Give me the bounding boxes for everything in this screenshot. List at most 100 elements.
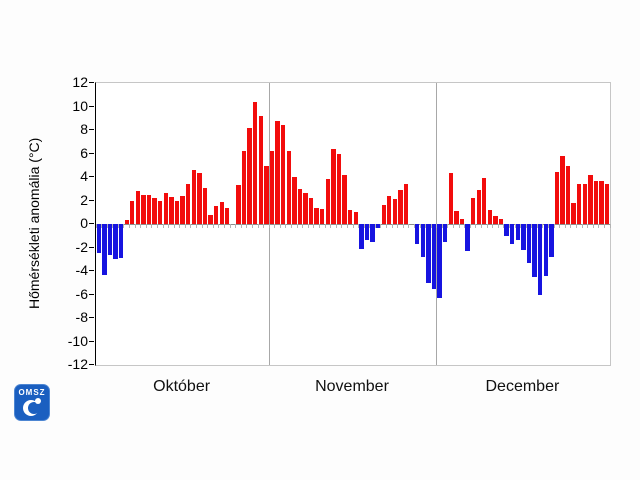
day-tick [447, 224, 449, 228]
bar-day-42 [325, 179, 331, 224]
day-tick [251, 224, 253, 228]
day-tick [369, 224, 371, 228]
bar-day-4 [113, 224, 118, 260]
day-tick [548, 224, 550, 228]
y-axis-tick-mark [89, 364, 94, 365]
day-tick [402, 224, 404, 228]
y-axis-title: Hőmérsékleti anomália (°C) [26, 137, 42, 309]
y-axis-tick-mark [89, 317, 94, 318]
day-tick [117, 224, 119, 228]
bar-day-65 [454, 211, 459, 224]
day-tick [218, 224, 220, 228]
bar-day-58 [415, 224, 420, 244]
day-tick [386, 224, 388, 228]
day-tick [559, 224, 561, 228]
day-tick [279, 224, 281, 228]
bar-day-79 [532, 224, 537, 277]
day-tick [335, 224, 337, 228]
y-axis-tick-mark [89, 293, 94, 295]
y-axis-tick-label: -2 [75, 238, 88, 255]
day-tick [207, 224, 209, 228]
bar-day-73 [498, 219, 504, 224]
omsz-logo: OMSZ [14, 384, 50, 421]
day-tick [363, 224, 365, 228]
omsz-cloud-swirl-icon [23, 398, 43, 418]
y-axis-tick-label: -12 [67, 356, 88, 372]
bar-day-90 [593, 180, 599, 224]
day-tick [246, 224, 248, 228]
bar-day-34 [280, 125, 286, 224]
bar-day-10 [146, 194, 152, 224]
bar-day-17 [185, 184, 191, 224]
y-axis-tick-label: -4 [75, 262, 88, 278]
day-tick [106, 224, 108, 228]
bar-day-19 [197, 173, 202, 224]
y-axis-tick-label: 12 [72, 74, 88, 90]
day-tick [257, 224, 259, 228]
day-tick [263, 224, 265, 228]
bar-day-15 [174, 200, 180, 224]
bar-day-36 [292, 177, 297, 224]
bar-day-81 [543, 224, 548, 276]
day-tick [436, 224, 438, 228]
bar-day-83 [554, 172, 560, 224]
day-tick [291, 224, 293, 228]
day-tick [285, 224, 287, 228]
bar-day-41 [320, 208, 325, 224]
day-tick [587, 224, 589, 228]
day-tick [520, 224, 522, 228]
bar-day-56 [403, 184, 409, 224]
bar-day-30 [258, 115, 263, 224]
day-tick [486, 224, 488, 228]
bar-day-78 [526, 224, 532, 263]
y-axis-tick-label: -6 [75, 285, 88, 302]
day-tick [425, 224, 427, 228]
bar-day-20 [202, 187, 208, 224]
bar-day-52 [381, 205, 386, 224]
bar-day-18 [191, 169, 196, 224]
bar-day-85 [565, 166, 571, 224]
bar-day-29 [253, 101, 258, 224]
day-tick [324, 224, 326, 228]
day-tick [318, 224, 320, 228]
bar-day-24 [225, 207, 230, 224]
y-axis-tick-mark [89, 152, 94, 154]
day-tick [380, 224, 382, 228]
y-axis-tick-mark [89, 199, 94, 201]
day-tick [184, 224, 186, 228]
bar-day-44 [336, 153, 342, 224]
bar-day-92 [605, 184, 610, 224]
day-tick [95, 224, 97, 228]
day-tick [123, 224, 125, 228]
bar-day-49 [364, 224, 370, 241]
day-tick [609, 224, 611, 228]
y-axis-tick-mark [89, 270, 94, 271]
day-tick [419, 224, 421, 228]
day-tick [229, 224, 231, 228]
bar-day-5 [118, 224, 124, 259]
day-tick [603, 224, 605, 228]
day-tick [508, 224, 510, 228]
day-tick [302, 224, 304, 228]
bar-day-38 [303, 193, 308, 224]
day-tick [268, 224, 270, 228]
day-tick [391, 224, 393, 228]
day-tick [581, 224, 583, 228]
day-tick [168, 224, 170, 228]
bar-day-54 [392, 199, 398, 224]
y-axis-tick-label: -8 [75, 309, 88, 325]
y-axis-tick-label: 0 [80, 215, 88, 231]
day-tick [179, 224, 181, 228]
bar-day-35 [286, 151, 291, 224]
day-tick [492, 224, 494, 228]
day-tick [196, 224, 198, 228]
bar-day-61 [431, 224, 437, 289]
bar-day-72 [493, 215, 498, 224]
day-tick [156, 224, 158, 228]
day-tick [458, 224, 460, 228]
bar-day-55 [398, 189, 403, 224]
y-axis-tick-label: 4 [80, 168, 88, 184]
y-axis-tick-mark [89, 129, 94, 130]
bar-day-13 [163, 193, 169, 224]
